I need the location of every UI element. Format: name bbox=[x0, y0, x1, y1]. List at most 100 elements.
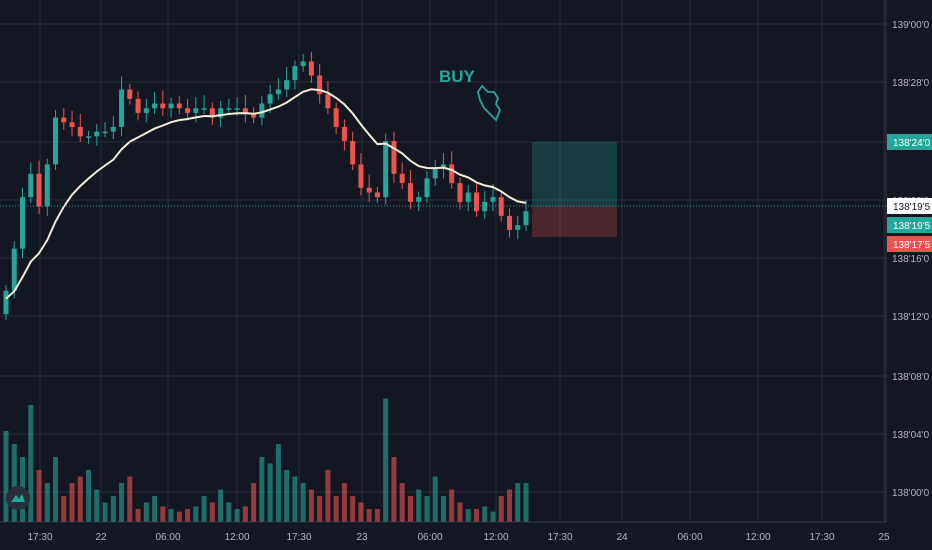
price-tag-box bbox=[887, 236, 932, 252]
y-tick-label: 139'00'0 bbox=[892, 20, 930, 31]
candle-body bbox=[465, 192, 471, 202]
x-tick-label: 24 bbox=[616, 532, 628, 543]
candle-body bbox=[143, 108, 149, 113]
volume-bar bbox=[383, 398, 389, 522]
volume-bar bbox=[482, 506, 488, 522]
position-profit-zone[interactable] bbox=[532, 142, 617, 206]
candle-body bbox=[407, 183, 413, 202]
candle-body bbox=[259, 103, 265, 118]
candle-body bbox=[110, 126, 116, 132]
volume-bar bbox=[284, 470, 290, 522]
candle-body bbox=[325, 94, 331, 109]
candle-body bbox=[449, 164, 455, 184]
volume-bar bbox=[490, 511, 496, 522]
candle-body bbox=[53, 117, 59, 165]
candle-body bbox=[490, 197, 496, 202]
volume-bar bbox=[94, 489, 100, 522]
volume-bar bbox=[275, 444, 281, 522]
volume-bar bbox=[292, 476, 298, 522]
candle-body bbox=[61, 117, 67, 123]
x-tick-label: 17:30 bbox=[809, 532, 834, 543]
x-tick-label: 17:30 bbox=[27, 532, 52, 543]
candle-body bbox=[20, 197, 26, 249]
candle-body bbox=[86, 136, 92, 138]
candle-body bbox=[457, 183, 463, 202]
volume-bar bbox=[61, 496, 67, 522]
candle-body bbox=[135, 98, 141, 113]
candle-body bbox=[36, 173, 42, 207]
volume-bar bbox=[209, 502, 215, 522]
volume-bar bbox=[135, 509, 141, 522]
y-tick-label: 138'08'0 bbox=[892, 372, 930, 383]
x-tick-label: 12:00 bbox=[483, 532, 508, 543]
volume-bar bbox=[11, 444, 17, 522]
price-tag-box bbox=[887, 198, 932, 214]
x-axis[interactable]: 17:30 22 06:00 12:00 17:30 23 06:00 12:00 17:30 2… bbox=[27, 532, 890, 543]
candle-body bbox=[473, 192, 479, 212]
volume-bar bbox=[102, 502, 108, 522]
candle-body bbox=[350, 141, 356, 165]
candle-body bbox=[267, 94, 273, 104]
volume-bar bbox=[366, 509, 372, 522]
candle-body bbox=[284, 80, 290, 90]
price-tag-box bbox=[887, 134, 932, 150]
volume-bar bbox=[44, 483, 50, 522]
candle-body bbox=[152, 103, 158, 109]
y-axis[interactable]: 139'00'0138'28'0138'24'0138'20'0138'16'0… bbox=[892, 20, 930, 499]
price-tag-label: 138'19'5 bbox=[893, 202, 931, 213]
y-tick-label: 138'28'0 bbox=[892, 78, 930, 89]
volume-bar bbox=[325, 470, 331, 522]
grid bbox=[0, 0, 886, 522]
volume-bar bbox=[160, 506, 166, 522]
volume-bar bbox=[424, 496, 430, 522]
moving-average-line bbox=[5, 88, 527, 300]
candle-body bbox=[275, 89, 281, 95]
candle-body bbox=[482, 201, 488, 212]
volume-bar bbox=[36, 470, 42, 522]
position-loss-zone[interactable] bbox=[532, 206, 617, 237]
candle-body bbox=[341, 126, 347, 141]
candle-body bbox=[234, 108, 240, 110]
volume-bar bbox=[350, 496, 356, 522]
volume-bar bbox=[234, 509, 240, 522]
volume-bar bbox=[399, 483, 405, 522]
volume-bar bbox=[317, 496, 323, 522]
candle-body bbox=[185, 108, 191, 113]
volume-bar bbox=[226, 502, 232, 522]
volume-bar bbox=[300, 483, 306, 522]
volume-bar bbox=[168, 509, 174, 522]
candle-body bbox=[28, 173, 34, 198]
volume-bar bbox=[251, 483, 257, 522]
candle-body bbox=[176, 103, 182, 109]
volume-bars bbox=[3, 398, 529, 522]
candle-body bbox=[69, 122, 75, 127]
hand-cursor-icon bbox=[477, 84, 502, 122]
candle-body bbox=[226, 108, 232, 110]
x-tick-label: 23 bbox=[356, 532, 368, 543]
volume-bar bbox=[28, 405, 34, 522]
candle-body bbox=[374, 192, 380, 198]
candle-body bbox=[11, 248, 17, 291]
candle-body bbox=[391, 141, 397, 174]
volume-bar bbox=[457, 502, 463, 522]
y-tick-label: 138'00'0 bbox=[892, 488, 930, 499]
volume-bar bbox=[127, 476, 133, 522]
candle-body bbox=[399, 173, 405, 184]
candle-body bbox=[366, 187, 372, 193]
volume-bar bbox=[218, 489, 224, 522]
tradingview-logo[interactable] bbox=[6, 486, 30, 510]
x-tick-label: 12:00 bbox=[745, 532, 770, 543]
candle-body bbox=[383, 141, 389, 198]
candle-body bbox=[209, 108, 215, 118]
volume-bar bbox=[259, 457, 265, 522]
candle-body bbox=[193, 108, 199, 113]
price-tags: 138'24'0 138'19'5 138'19'5 138'17'5 bbox=[887, 134, 932, 252]
candle-body bbox=[506, 215, 512, 230]
volume-bar bbox=[358, 502, 364, 522]
candle-body bbox=[308, 61, 314, 76]
candle-body bbox=[218, 108, 224, 118]
x-tick-label: 22 bbox=[95, 532, 107, 543]
candle-body bbox=[168, 103, 174, 109]
candle-body bbox=[498, 197, 504, 216]
